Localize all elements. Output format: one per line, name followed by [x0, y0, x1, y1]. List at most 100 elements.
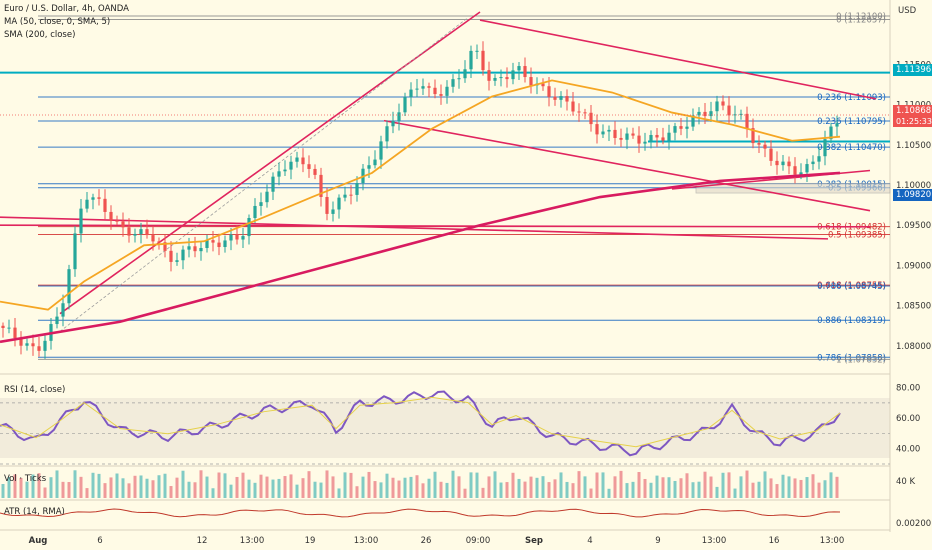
candle-body [409, 89, 413, 98]
volume-bar [7, 476, 11, 498]
volume-bar [85, 488, 89, 498]
volume-bar [703, 471, 707, 498]
volume-bar [505, 482, 509, 498]
candle-body [73, 233, 77, 270]
time-tick-1: 6 [97, 536, 102, 546]
fib-label-10: 0.786 (1.08745) [817, 282, 886, 292]
volume-bar [403, 477, 407, 498]
volume-bar [757, 481, 761, 498]
volume-bar [139, 475, 143, 498]
countdown-badge: 01:25:33 [893, 116, 932, 127]
candle-body [565, 96, 569, 102]
candle-body [373, 159, 377, 166]
candle-body [511, 70, 515, 80]
volume-bar [421, 483, 425, 498]
volume-bar [493, 471, 497, 498]
volume-bar [109, 477, 113, 498]
fib-label-1: 0 (1.12100) [836, 12, 886, 22]
candle-body [301, 157, 305, 165]
candle-body [559, 96, 563, 100]
time-tick-4: 19 [305, 536, 316, 546]
sma200-legend[interactable]: SMA (200, close) [4, 30, 76, 40]
candle-body [217, 242, 221, 248]
candle-body [325, 196, 329, 214]
candle-body [427, 86, 431, 88]
candle-body [241, 236, 245, 240]
volume-bar [805, 477, 809, 498]
ma50-legend[interactable]: MA (50, close, 0, SMA, 5) [4, 17, 111, 27]
price-tick-7: 1.08000 [896, 342, 931, 352]
time-axis[interactable]: Aug 6 12 13:00 19 13:00 26 09:00 Sep 4 9 13:00 16 13:… [29, 536, 845, 546]
candle-body [451, 79, 455, 87]
volume-bar [1, 484, 5, 498]
rsi-line [0, 390, 841, 457]
candle-body [205, 240, 209, 249]
volume-bar [463, 488, 467, 498]
candle-body [439, 94, 443, 96]
candle-body [805, 164, 809, 173]
volume-bar [481, 487, 485, 498]
volume-bar [649, 482, 653, 498]
volume-bar [745, 470, 749, 498]
volume-bar [415, 475, 419, 498]
volume-bar [247, 479, 251, 498]
volume-bar [91, 472, 95, 498]
candle-body [13, 327, 17, 339]
vol-legend[interactable]: Vol · Ticks [4, 474, 47, 484]
volume-bar [625, 483, 629, 498]
candle-body [355, 183, 359, 195]
volume-bar [373, 481, 377, 498]
candle-body [19, 338, 23, 346]
candle-body [685, 126, 689, 129]
volume-bar [697, 481, 701, 498]
volume-bar [73, 470, 77, 498]
candle-body [25, 343, 29, 346]
volume-bar [337, 488, 341, 498]
candle-body [397, 112, 401, 122]
volume-bar [187, 481, 191, 498]
volume-bar [643, 478, 647, 498]
atr-legend[interactable]: ATR (14, RMA) [4, 507, 65, 517]
volume-bar [769, 478, 773, 498]
volume-bar [751, 482, 755, 498]
candle-body [313, 168, 317, 175]
volume-bar [349, 472, 353, 498]
candle-body [307, 164, 311, 169]
candle-body [721, 101, 725, 106]
candle-body [367, 165, 371, 169]
candle-body [523, 66, 527, 78]
currency-label[interactable]: USD [898, 6, 917, 16]
volume-bar [97, 473, 101, 498]
price-badge-current: 1.10868 [893, 105, 932, 117]
candle-body [265, 191, 269, 203]
volume-bar [301, 478, 305, 498]
fib-label-4: 0.382 (1.10470) [817, 143, 886, 153]
rsi-legend[interactable]: RSI (14, close) [4, 385, 66, 395]
candle-body [187, 246, 191, 250]
volume-bar [685, 473, 689, 498]
volume-bar [199, 470, 203, 498]
volume-bar [211, 488, 215, 498]
candle-body [415, 88, 419, 90]
time-tick-9: 4 [587, 536, 592, 546]
trendline-4 [0, 224, 871, 228]
volume-bar [541, 476, 545, 498]
rsi-band [0, 398, 890, 458]
volume-bar [829, 472, 833, 498]
candle-body [331, 209, 335, 214]
candle-body [55, 316, 59, 325]
trendline-2 [383, 119, 871, 212]
candle-body [673, 126, 677, 133]
candle-body [433, 87, 437, 95]
candle-body [589, 112, 593, 125]
volume-bar [799, 479, 803, 498]
volume-bar [409, 476, 413, 498]
candle-body [763, 144, 767, 149]
candle-body [703, 111, 707, 117]
candle-body [643, 141, 647, 144]
volume-bar [205, 476, 209, 498]
candle-body [667, 132, 671, 141]
candle-body [319, 174, 323, 197]
